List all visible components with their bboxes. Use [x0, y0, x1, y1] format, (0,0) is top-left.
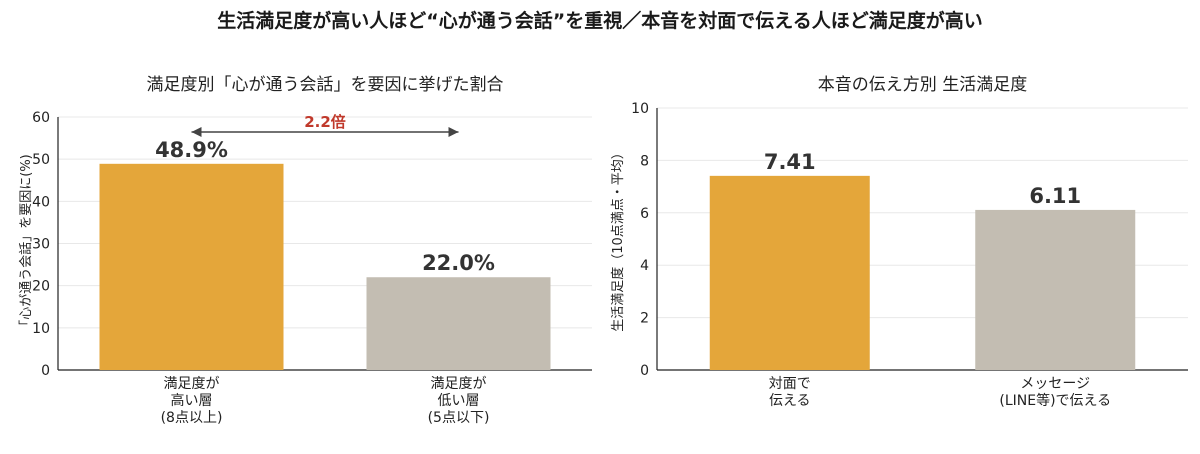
y-tick-label: 8 — [640, 153, 649, 169]
x-tick-label: メッセージ(LINE等)で伝える — [999, 376, 1111, 409]
y-tick-label: 10 — [32, 321, 50, 337]
chart-honesty-method: 本音の伝え方別 生活満足度 0 2 4 6 8 10 生活満足度（10点満点・平均） 7.41 対… — [610, 75, 1188, 409]
x-tick-label: 満足度が高い層(8点以上) — [161, 376, 223, 426]
y-tick-label: 30 — [32, 237, 50, 253]
y-axis-label: 「心が通う会話」を要因に(%) — [18, 154, 34, 333]
y-tick-label: 40 — [32, 194, 50, 210]
bar — [99, 163, 284, 370]
annotation-label: 2.2倍 — [304, 113, 346, 131]
data-label: 22.0% — [422, 251, 495, 275]
arrow-head-right — [448, 127, 459, 137]
y-tick-label: 2 — [640, 311, 649, 327]
chart-title: 本音の伝え方別 生活満足度 — [818, 75, 1027, 95]
y-tick-label: 0 — [640, 363, 649, 379]
bar — [366, 277, 551, 370]
y-tick-label: 4 — [640, 258, 649, 274]
y-tick-label: 0 — [41, 363, 50, 379]
arrow-head-left — [191, 127, 202, 137]
x-tick-label: 満足度が低い層(5点以下) — [428, 376, 490, 426]
y-axis-label: 生活満足度（10点満点・平均） — [610, 146, 626, 332]
y-tick-label: 50 — [32, 152, 50, 168]
chart-satisfaction-conversation: 満足度別「心が通う会話」を要因に挙げた割合 0 10 20 30 40 50 60 「心が通う会… — [18, 75, 592, 426]
data-label: 7.41 — [764, 150, 816, 174]
chart-title: 満足度別「心が通う会話」を要因に挙げた割合 — [147, 75, 504, 95]
data-label: 6.11 — [1029, 184, 1081, 208]
y-tick-label: 60 — [32, 110, 50, 126]
main-title: 生活満足度が高い人ほど“心が通う会話”を重視／本音を対面で伝える人ほど満足度が高… — [217, 10, 983, 32]
data-label: 48.9% — [155, 138, 228, 162]
y-tick-label: 10 — [631, 101, 649, 117]
x-tick-label: 対面で伝える — [769, 376, 811, 409]
bar — [975, 209, 1136, 370]
y-tick-label: 6 — [640, 206, 649, 222]
y-tick-label: 20 — [32, 279, 50, 295]
bar — [709, 175, 870, 370]
